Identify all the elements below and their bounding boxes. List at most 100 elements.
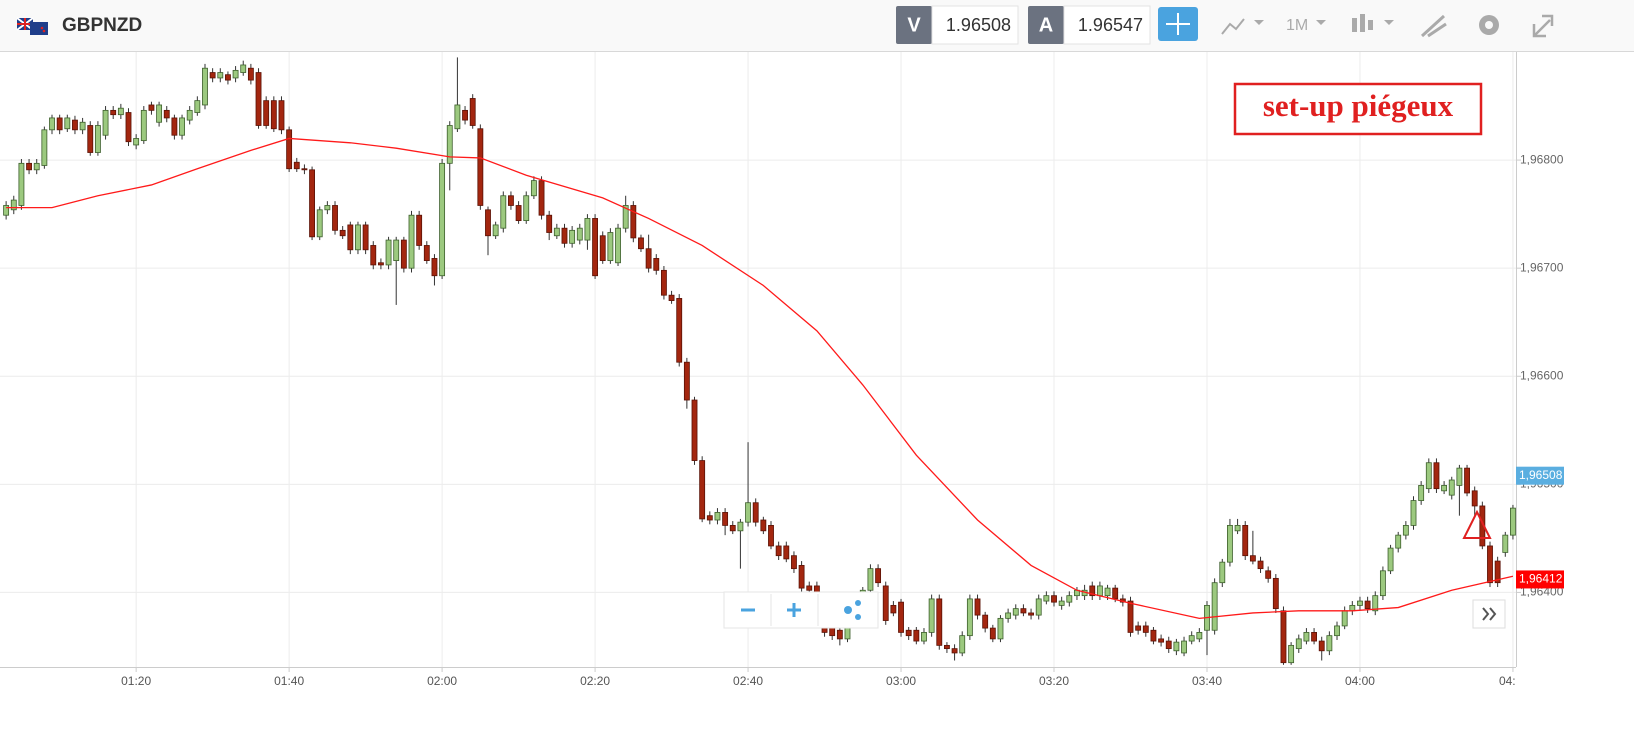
candle-body [202, 67, 208, 106]
crosshair-button[interactable] [1158, 7, 1198, 41]
candle-body [1303, 632, 1310, 642]
candle-style-button[interactable] [1352, 14, 1394, 32]
candle-body [1234, 525, 1241, 532]
candle-body [1020, 608, 1027, 614]
candle-body [316, 209, 323, 238]
candle-body [1028, 612, 1034, 616]
candle-body [882, 585, 889, 621]
x-tick-label: 01:20 [121, 674, 151, 688]
candle-body [347, 224, 354, 251]
candle-body [454, 104, 461, 130]
candle-body [26, 162, 32, 171]
price-tag [1516, 466, 1564, 485]
candle-body [553, 227, 560, 237]
x-tick-label: 03:20 [1039, 674, 1069, 688]
candle-body [1005, 612, 1012, 619]
candle-body [1341, 610, 1348, 627]
axes: 1,964001,965001,966001,967001,9680001:20… [121, 152, 1564, 688]
candle-body [477, 128, 484, 206]
candle-body [301, 168, 308, 171]
grid [0, 52, 1516, 667]
candle-body [1272, 577, 1279, 610]
chart-type-button[interactable] [1221, 18, 1264, 35]
candle-body [745, 502, 751, 523]
candle-body [18, 162, 25, 206]
candle-body [515, 205, 522, 222]
candle-body [87, 125, 94, 153]
candle-body [508, 195, 514, 206]
candle-body [752, 502, 759, 523]
candle-body [500, 195, 507, 229]
candle-body [1471, 490, 1478, 507]
bid-label: V [907, 14, 921, 36]
candle-body [1051, 595, 1057, 603]
ask-box [1063, 5, 1151, 45]
candle-body [668, 294, 675, 301]
candle-body [722, 512, 729, 526]
candle-body [64, 117, 71, 130]
candle-body [209, 72, 216, 79]
candle-body [431, 258, 438, 277]
candle-body [423, 245, 430, 262]
x-tick-label: 03:40 [1192, 674, 1222, 688]
draw-tool-button[interactable] [1420, 14, 1447, 38]
candle-body [699, 460, 706, 520]
candle-body [1265, 570, 1272, 579]
candle-body [1257, 560, 1264, 570]
candle-body [385, 239, 392, 266]
candle-body [1425, 462, 1432, 490]
candle-body [576, 227, 583, 241]
zoom-in[interactable] [787, 603, 801, 617]
candle-body [1249, 555, 1256, 562]
y-tick-label: 1,96600 [1520, 368, 1564, 382]
candle-body [462, 109, 468, 121]
candle-body [1127, 600, 1134, 633]
timeframe[interactable]: 1M [1286, 17, 1308, 34]
candle-body [278, 100, 285, 131]
candle-body [148, 104, 155, 111]
candle-body [377, 262, 384, 266]
candle-body [1196, 632, 1203, 640]
candle-body [1502, 534, 1509, 553]
candle-body [523, 195, 530, 222]
candle-body [140, 109, 147, 142]
settings-button[interactable] [1479, 15, 1499, 35]
candle-body [867, 568, 874, 591]
candle-body [1188, 635, 1195, 642]
candle-body [538, 180, 545, 216]
candle-body [599, 235, 606, 262]
candle-body [936, 598, 943, 646]
candle-body [798, 565, 805, 589]
scroll-right-button[interactable] [1472, 599, 1506, 629]
candle-body [33, 162, 40, 171]
candle-body [255, 72, 262, 126]
candle-body [982, 614, 989, 629]
x-tick-label: 02:40 [733, 674, 763, 688]
annotation: set-up piégeux [1263, 88, 1454, 123]
candle-body [1135, 625, 1142, 631]
candle-body [1318, 640, 1325, 652]
candle-body [1181, 640, 1187, 654]
x-tick-label: 04:00 [1345, 674, 1375, 688]
candle-body [875, 568, 882, 584]
x-tick-label: 04: [1499, 674, 1516, 688]
candle-body [1387, 547, 1394, 572]
bid-box [931, 5, 1019, 45]
candle-body [362, 224, 369, 251]
candle-body [997, 617, 1004, 640]
price-tag-label: 1,96508 [1519, 468, 1563, 482]
fullscreen-button[interactable] [1532, 14, 1554, 38]
candle-body [324, 205, 331, 211]
candle-body [1158, 638, 1165, 643]
candle-body [1364, 600, 1371, 610]
header-bar [0, 0, 1634, 51]
candle-body [829, 627, 836, 637]
candle-body [72, 119, 78, 131]
candle-body [339, 229, 346, 237]
candle-body [806, 585, 813, 591]
candle-body [110, 109, 117, 116]
x-tick-label: 01:40 [274, 674, 304, 688]
candle-body [408, 214, 415, 269]
candle-body [645, 248, 652, 269]
share[interactable] [844, 600, 861, 620]
